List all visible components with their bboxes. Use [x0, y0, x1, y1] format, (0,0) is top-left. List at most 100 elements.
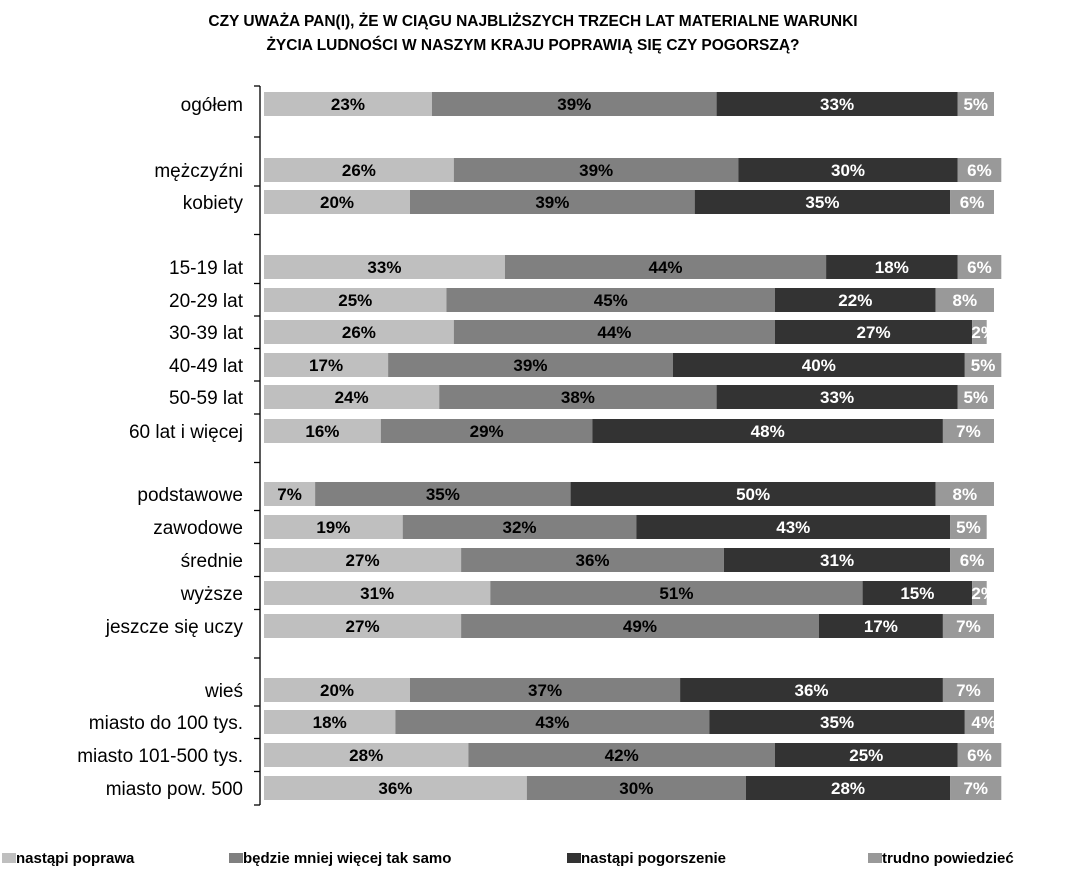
data-label: 38% — [561, 388, 595, 407]
data-label: 43% — [535, 713, 569, 732]
data-label: 31% — [820, 551, 854, 570]
bar-segment — [862, 581, 973, 605]
data-label: 20% — [320, 681, 354, 700]
data-label: 6% — [967, 161, 992, 180]
bar-segment — [388, 353, 673, 377]
data-label: 19% — [316, 518, 350, 537]
bar-segment — [950, 548, 994, 572]
bar-segment — [264, 743, 469, 767]
bar-segment — [694, 190, 951, 214]
bar-segment — [395, 710, 710, 734]
data-label: 30% — [619, 779, 653, 798]
data-label: 23% — [331, 95, 365, 114]
legend-item: trudno powiedzieć — [868, 850, 1014, 867]
data-label: 50% — [736, 485, 770, 504]
bar-segment — [775, 320, 973, 344]
bar-row: 19% 32% 43% 5% — [264, 515, 987, 539]
data-label: 39% — [557, 95, 591, 114]
chart-title: CZY UWAŻA PAN(I), ŻE W CIĄGU NAJBLIŻSZYC… — [0, 10, 1066, 58]
data-label: 15% — [900, 584, 934, 603]
data-label: 27% — [346, 551, 380, 570]
bar-segment — [935, 482, 994, 506]
data-label: 39% — [579, 161, 613, 180]
bars: 23% 39% 33% 5% 26% 39% 30% 6% 20% 39% 35% 6% 33% 44% 1… — [264, 92, 1002, 800]
bar-segment — [592, 419, 943, 443]
data-label: 6% — [967, 258, 992, 277]
data-label: 39% — [535, 193, 569, 212]
bar-segment — [716, 385, 958, 409]
legend-label: nastąpi poprawa — [16, 850, 135, 867]
bar-row: 28% 42% 25% 6% — [264, 743, 1002, 767]
bar-row: 20% 39% 35% 6% — [264, 190, 994, 214]
bar-segment — [972, 581, 987, 605]
bar-segment — [570, 482, 936, 506]
bar-segment — [264, 158, 454, 182]
category-label: miasto 101-500 tys. — [77, 746, 243, 767]
bar-segment — [738, 158, 958, 182]
data-label: 4% — [971, 713, 996, 732]
bar-segment — [402, 515, 637, 539]
legend-swatch — [868, 853, 882, 863]
legend-item: nastąpi pogorszenie — [567, 850, 726, 867]
bar-row: 23% 39% 33% 5% — [264, 92, 994, 116]
data-label: 33% — [367, 258, 401, 277]
legend-label: będzie mniej więcej tak samo — [243, 850, 451, 867]
bar-segment — [935, 288, 994, 312]
bar-segment — [453, 158, 739, 182]
data-label: 39% — [513, 356, 547, 375]
bar-segment — [745, 776, 951, 800]
data-label: 7% — [963, 779, 988, 798]
legend-swatch — [567, 853, 581, 863]
data-label: 6% — [967, 746, 992, 765]
data-label: 25% — [338, 291, 372, 310]
category-axis — [254, 85, 261, 806]
data-label: 26% — [342, 161, 376, 180]
bar-segment — [264, 548, 462, 572]
data-label: 28% — [831, 779, 865, 798]
bar-segment — [264, 482, 316, 506]
data-label: 7% — [277, 485, 302, 504]
bar-segment — [431, 92, 717, 116]
data-label: 25% — [849, 746, 883, 765]
data-label: 36% — [378, 779, 412, 798]
bar-segment — [972, 320, 987, 344]
bar-segment — [942, 614, 994, 638]
bar-segment — [264, 255, 505, 279]
data-label: 5% — [963, 95, 988, 114]
data-label: 17% — [309, 356, 343, 375]
category-label: jeszcze się uczy — [105, 617, 244, 638]
data-label: 32% — [502, 518, 536, 537]
data-label: 7% — [956, 422, 981, 441]
data-label: 43% — [776, 518, 810, 537]
data-label: 37% — [528, 681, 562, 700]
bar-segment — [775, 743, 958, 767]
category-label: miasto pow. 500 — [106, 779, 243, 800]
bar-row: 31% 51% 15% 2% — [264, 581, 996, 605]
bar-row: 24% 38% 33% 5% — [264, 385, 994, 409]
bar-segment — [264, 288, 447, 312]
data-label: 42% — [605, 746, 639, 765]
bar-segment — [964, 353, 1002, 377]
data-label: 24% — [335, 388, 369, 407]
bar-row: 27% 36% 31% 6% — [264, 548, 994, 572]
legend-item: nastąpi poprawa — [2, 850, 135, 867]
data-label: 33% — [820, 388, 854, 407]
bar-segment — [709, 710, 965, 734]
bar-row: 17% 39% 40% 5% — [264, 353, 1002, 377]
data-label: 22% — [838, 291, 872, 310]
bar-segment — [380, 419, 593, 443]
category-label: wyższe — [180, 584, 243, 605]
data-label: 8% — [953, 291, 978, 310]
bar-segment — [461, 548, 724, 572]
chart-title-line-2: ŻYCIA LUDNOŚCI W NASZYM KRAJU POPRAWIĄ S… — [266, 37, 800, 54]
bar-segment — [264, 678, 410, 702]
category-label: 50-59 lat — [169, 388, 244, 409]
category-label: 30-39 lat — [169, 323, 244, 344]
bar-row: 26% 44% 27% 2% — [264, 320, 996, 344]
data-label: 40% — [802, 356, 836, 375]
bar-segment — [410, 190, 695, 214]
bar-segment — [818, 614, 943, 638]
data-label: 27% — [857, 323, 891, 342]
data-label: 6% — [960, 551, 985, 570]
bar-segment — [942, 678, 994, 702]
